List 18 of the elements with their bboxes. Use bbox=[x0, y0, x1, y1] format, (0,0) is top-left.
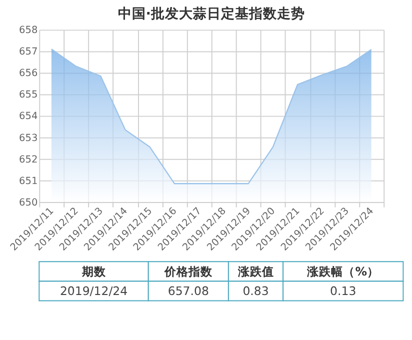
text: 657.08 bbox=[168, 284, 209, 298]
text: 期数 bbox=[80, 264, 107, 278]
text: 0.13 bbox=[330, 284, 356, 298]
y-tick-label: 650 bbox=[19, 197, 38, 208]
y-tick-label: 657 bbox=[19, 46, 38, 58]
text: 0.83 bbox=[242, 284, 269, 298]
y-tick-label: 652 bbox=[19, 154, 38, 166]
text: 价格指数 bbox=[163, 264, 214, 278]
y-tick-label: 656 bbox=[19, 68, 38, 80]
chart-title: 中国·批发大蒜日定基指数走势 bbox=[118, 4, 305, 22]
text: 涨跌值 bbox=[236, 264, 274, 278]
y-tick-label: 651 bbox=[19, 176, 38, 187]
y-tick-label: 655 bbox=[19, 90, 38, 101]
y-tick-label: 658 bbox=[19, 25, 38, 36]
text: 2019/12/24 bbox=[60, 284, 128, 298]
y-tick-label: 653 bbox=[19, 132, 38, 144]
y-tick-label: 654 bbox=[19, 111, 38, 122]
text: 涨跌幅（%） bbox=[306, 264, 380, 278]
